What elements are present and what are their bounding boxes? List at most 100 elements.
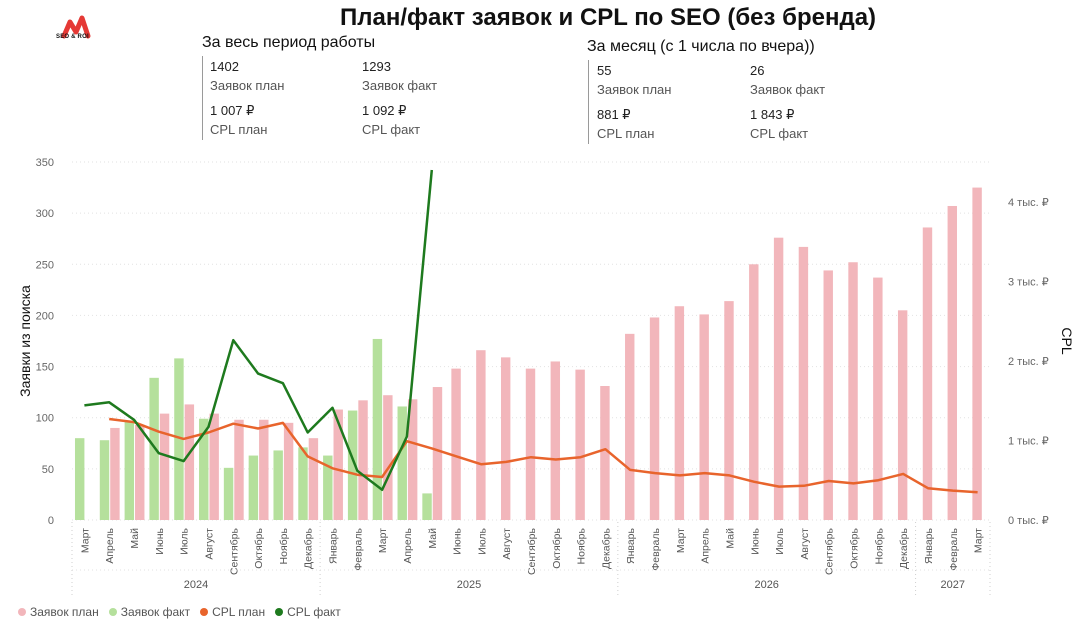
bar-leads-plan <box>972 187 982 521</box>
x-tick-label: Февраль <box>650 527 662 570</box>
x-tick-label: Май <box>427 528 439 549</box>
bar-leads-plan <box>234 419 244 520</box>
x-tick-label: Апрель <box>402 527 414 563</box>
bar-leads-fact <box>199 418 209 520</box>
page-title: План/факт заявок и CPL по SEO (без бренд… <box>340 4 877 31</box>
y-axis-title: Заявки из поиска <box>17 285 33 397</box>
bar-leads-fact <box>74 438 85 520</box>
bar-leads-plan <box>649 317 660 520</box>
y-tick-label: 200 <box>36 310 54 322</box>
x-tick-label: Март <box>675 528 687 553</box>
bar-leads-plan <box>575 369 585 520</box>
kpi-month-leads-fact-label: Заявок факт <box>750 82 826 97</box>
x-tick-label: Март <box>377 528 389 553</box>
y2-tick-label: 3 тыс. ₽ <box>1008 276 1049 288</box>
kpi-total-leads-fact-label: Заявок факт <box>362 78 438 93</box>
bar-leads-plan <box>476 350 486 520</box>
kpi-total-cpl-plan-value: 1 007 ₽ <box>210 103 255 118</box>
x-tick-label: Август <box>799 528 811 560</box>
bar-leads-plan <box>749 264 759 520</box>
kpi-total-cpl-fact-value: 1 092 ₽ <box>362 103 407 118</box>
kpi-month-divider <box>588 60 590 144</box>
x-tick-label: Май <box>724 528 736 549</box>
kpi-total-divider <box>202 56 204 140</box>
bar-leads-fact <box>347 410 358 520</box>
bar-leads-plan <box>699 314 709 520</box>
y-tick-label: 100 <box>36 413 54 425</box>
year-label: 2026 <box>754 579 778 591</box>
kpi-total-cpl-fact-label: CPL факт <box>362 122 421 137</box>
bar-leads-plan <box>947 205 957 521</box>
bar-leads-plan <box>451 368 461 520</box>
bar-leads-plan <box>358 400 368 520</box>
y-tick-label: 0 <box>48 515 54 527</box>
year-label: 2027 <box>941 579 965 591</box>
brand-logo-text: SEO & ROI <box>56 34 89 40</box>
legend-item-cpl-plan[interactable]: CPL план <box>200 605 265 619</box>
bar-leads-plan <box>873 277 883 520</box>
bar-leads-plan <box>308 438 319 520</box>
x-tick-label: Август <box>501 528 513 560</box>
bar-leads-fact <box>273 450 283 520</box>
x-tick-label: Апрель <box>104 527 116 563</box>
y-tick-label: 50 <box>42 464 54 476</box>
x-tick-label: Ноябрь <box>873 527 885 564</box>
bar-leads-fact <box>174 358 184 520</box>
bar-leads-plan <box>259 419 269 520</box>
y2-tick-label: 1 тыс. ₽ <box>1008 435 1049 447</box>
legend-swatch-cpl-plan <box>200 608 209 616</box>
line-cpl-plan <box>109 417 978 494</box>
x-tick-label: Май <box>129 528 141 549</box>
bar-leads-plan <box>333 409 343 520</box>
kpi-month-cpl-plan-value: 881 ₽ <box>597 107 631 122</box>
x-tick-label: Август <box>203 528 215 560</box>
x-tick-label: Декабрь <box>898 527 910 568</box>
kpi-total-cpl-plan-label: CPL план <box>210 122 268 137</box>
x-tick-label: Январь <box>328 527 340 564</box>
x-tick-label: Декабрь <box>600 527 612 568</box>
bar-leads-plan <box>848 262 858 520</box>
bar-leads-plan <box>625 333 635 520</box>
legend-swatch-leads-fact <box>108 608 117 616</box>
bar-leads-plan <box>897 310 908 520</box>
legend-swatch-cpl-fact <box>275 608 284 616</box>
bar-leads-fact <box>223 467 234 520</box>
legend-item-cpl-fact[interactable]: CPL факт <box>275 605 341 619</box>
legend-label-leads-plan: Заявок план <box>30 605 99 619</box>
chart-legend: Заявок план Заявок факт CPL план CPL фак… <box>18 605 341 619</box>
x-tick-label: Июнь <box>452 527 464 554</box>
kpi-total-leads-fact-value: 1293 <box>362 59 391 74</box>
bar-leads-plan <box>674 306 685 520</box>
brand-logo <box>61 15 91 39</box>
legend-label-leads-fact: Заявок факт <box>120 605 191 619</box>
x-tick-label: Октябрь <box>849 527 861 568</box>
bar-leads-plan <box>184 404 195 520</box>
bar-leads-plan <box>159 413 170 520</box>
x-tick-label: Июнь <box>749 527 761 554</box>
y2-tick-label: 0 тыс. ₽ <box>1008 515 1049 527</box>
kpi-month-leads-plan-label: Заявок план <box>597 82 672 97</box>
y-tick-label: 300 <box>36 208 54 220</box>
x-tick-label: Апрель <box>700 527 712 563</box>
kpi-month-leads-fact-value: 26 <box>750 63 765 78</box>
y2-tick-label: 2 тыс. ₽ <box>1008 356 1049 368</box>
y-tick-label: 150 <box>36 362 54 374</box>
x-tick-label: Февраль <box>352 527 364 570</box>
bar-leads-plan <box>383 395 393 520</box>
kpi-total-heading: За весь период работы <box>202 34 376 51</box>
x-tick-label: Март <box>973 528 985 553</box>
x-tick-label: Сентябрь <box>228 527 240 575</box>
legend-label-cpl-plan: CPL план <box>212 605 266 619</box>
x-tick-label: Ноябрь <box>278 527 290 564</box>
legend-item-leads-plan[interactable]: Заявок план <box>18 605 99 619</box>
legend-item-leads-fact[interactable]: Заявок факт <box>108 605 191 619</box>
x-tick-label: Июнь <box>154 527 166 554</box>
x-tick-label: Ноябрь <box>576 527 588 564</box>
kpi-month-cpl-fact-value: 1 843 ₽ <box>750 107 795 122</box>
bar-leads-fact <box>397 406 407 520</box>
x-tick-label: Сентябрь <box>824 527 836 575</box>
bar-leads-fact <box>372 338 383 520</box>
bar-leads-plan <box>500 357 511 520</box>
bar-leads-plan <box>525 368 536 520</box>
